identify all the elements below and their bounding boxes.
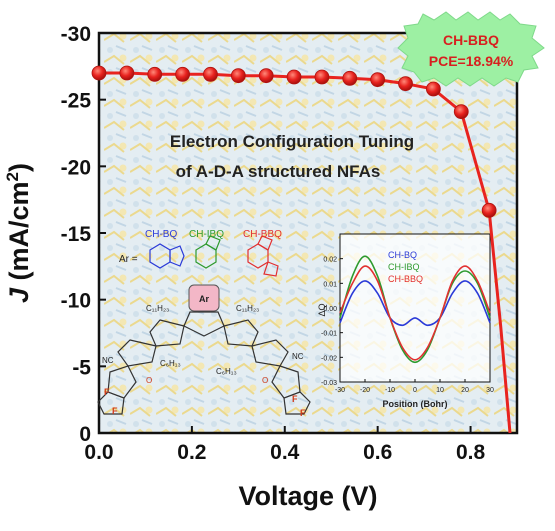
inset-legend-bbq: CH-BBQ: [388, 274, 423, 284]
data-point: [258, 68, 274, 84]
inset-frame: [339, 233, 491, 383]
inset-x-label: Position (Bohr): [383, 399, 448, 409]
inset-y-tick-label: 0.00: [323, 306, 337, 313]
data-point: [119, 65, 135, 81]
data-point: [398, 76, 413, 92]
y-tick-label: -30: [61, 23, 91, 46]
inset-x-tick-label: -20: [360, 387, 370, 394]
annotation-line-1: Electron Configuration Tuning: [170, 132, 414, 151]
inset-series-line-ch-bbq: [339, 265, 491, 361]
inset-legend-bq: CH-BQ: [388, 250, 417, 260]
inset-x-tick-label: -10: [385, 387, 395, 394]
inset-y-tick-label: 0.01: [323, 281, 337, 288]
oxo-label-2: O: [262, 376, 268, 385]
inset-x-tick-label: 0: [413, 387, 417, 394]
inset-x-tick-label: 30: [486, 387, 494, 394]
alkyl-label-2: C₁₁H₂₃: [236, 304, 259, 313]
y-tick-label: -5: [72, 356, 91, 379]
y-axis-unit-sup: 2: [3, 172, 22, 181]
fluoro-label-2: F: [112, 406, 118, 416]
y-tick-label: -10: [61, 290, 91, 313]
x-axis-ticks: 0.0 0.2 0.4 0.6 0.8: [84, 426, 485, 464]
data-point: [91, 65, 107, 81]
x-tick-label: 0.8: [456, 441, 486, 464]
data-point: [342, 70, 358, 86]
y-axis-ticks: 0 -5 -10 -15 -20 -25 -30: [61, 23, 106, 446]
alkyl-label-3: C₆H₁₃: [160, 359, 181, 368]
data-point: [314, 69, 330, 85]
y-axis-unit-close: ): [4, 163, 34, 172]
oxo-label-1: O: [146, 376, 152, 385]
y-tick-label: -20: [61, 156, 91, 179]
nitrile-label-2: NC: [292, 352, 304, 361]
nitrile-label-1: NC: [102, 356, 114, 365]
inset-y-label: ΔQ: [317, 303, 327, 316]
molecule-structure: Ar = CH-BQ CH-IBQ CH-BBQ Ar: [97, 229, 311, 418]
fluoro-label-4: F: [300, 408, 306, 418]
series-markers-ch-bbq: [91, 65, 497, 218]
variant-label-bbq: CH-BBQ: [243, 229, 282, 240]
x-tick-label: 0.2: [177, 441, 206, 464]
data-point: [230, 68, 246, 84]
variant-label-bq: CH-BQ: [145, 229, 177, 240]
fluoro-label-1: F: [104, 387, 110, 397]
data-point: [370, 72, 386, 88]
data-point: [147, 66, 163, 82]
inset-x-tick-label: 20: [461, 387, 469, 394]
pce-badge: CH-BBQ PCE=18.94%: [397, 11, 545, 87]
inset-chart: -30 -20 -10 0 10 20 30 0.02 0.01 0.00 -0.01 -0.02 -0…: [317, 233, 494, 409]
x-tick-label: 0.6: [363, 441, 392, 464]
inset-series-line-ch-bq: [339, 280, 491, 327]
inset-legend-ibq: CH-IBQ: [388, 262, 420, 272]
variant-label-ibq: CH-IBQ: [189, 229, 224, 240]
inset-series: [339, 255, 491, 364]
pce-badge-name: CH-BBQ: [443, 32, 499, 48]
data-point: [203, 66, 218, 82]
inset-series-line-ch-ibq: [339, 255, 491, 364]
y-tick-label: -15: [61, 223, 92, 246]
inset-ticks: -30 -20 -10 0 10 20 30 0.02 0.01 0.00 -0.01 -0.02 -0…: [321, 257, 494, 394]
alkyl-label-4: C₆H₁₃: [216, 367, 237, 376]
inset-y-tick-label: -0.02: [321, 355, 337, 362]
annotation-line-2: of A-D-A structured NFAs: [176, 162, 381, 181]
y-tick-label: 0: [79, 423, 91, 446]
ar-core-label: Ar: [199, 294, 209, 304]
data-point: [481, 202, 497, 218]
inset-x-tick-label: -30: [335, 387, 345, 394]
alkyl-label-1: C₁₁H₂₃: [146, 304, 169, 313]
y-tick-label: -25: [61, 90, 92, 113]
y-axis-title: J (mA/cm2): [3, 163, 34, 303]
ar-fragment-ibq: [195, 235, 221, 269]
fluoro-label-3: F: [292, 394, 298, 404]
ar-core-box: [188, 284, 220, 312]
ar-equals-label: Ar =: [119, 254, 138, 265]
pce-badge-value: PCE=18.94%: [429, 53, 514, 69]
ar-fragment-bbq: [247, 235, 279, 277]
inset-x-tick-label: 10: [436, 387, 444, 394]
y-axis-unit: (mA/cm: [4, 181, 34, 280]
inset-y-tick-label: 0.02: [323, 257, 337, 264]
y-axis-symbol: J: [4, 287, 34, 303]
inset-y-tick-label: -0.03: [321, 380, 337, 387]
inset-y-tick-label: -0.01: [321, 331, 337, 338]
x-tick-label: 0.0: [84, 441, 113, 464]
x-tick-label: 0.4: [270, 441, 300, 464]
data-point: [286, 69, 302, 85]
x-axis-title: Voltage (V): [238, 481, 377, 511]
data-point: [175, 66, 191, 82]
data-point: [453, 104, 469, 120]
ar-fragment-bq: [149, 243, 185, 269]
data-point: [425, 81, 441, 97]
